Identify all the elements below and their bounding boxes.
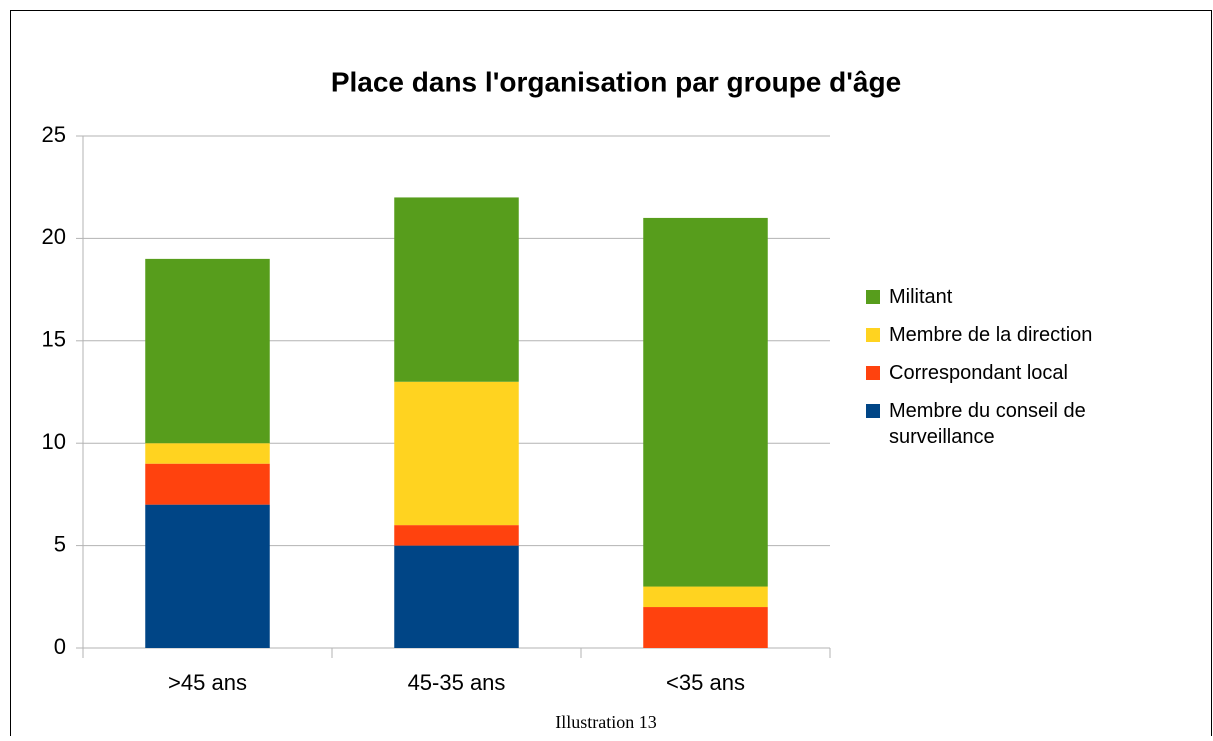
bar-segment [145, 504, 270, 648]
bar-segment [394, 197, 519, 382]
bar-segment [394, 381, 519, 526]
y-tick-label: 25 [42, 122, 66, 147]
y-tick-label: 20 [42, 224, 66, 249]
bar-segment [145, 463, 270, 505]
x-tick-label: >45 ans [168, 670, 247, 695]
legend-swatch [866, 404, 880, 418]
bar-segment [643, 607, 768, 648]
y-tick-label: 5 [54, 531, 66, 556]
bar-segment [394, 525, 519, 546]
x-tick-label: 45-35 ans [408, 670, 506, 695]
legend: Militant Membre de la direction Correspond… [866, 284, 1166, 462]
caption: Illustration 13 [555, 712, 657, 732]
y-tick-label: 10 [42, 429, 66, 454]
legend-item: Militant [866, 284, 1166, 310]
legend-label: Militant [889, 286, 953, 308]
bar-segment [145, 443, 270, 464]
bar-segment [643, 586, 768, 608]
legend-swatch [866, 290, 880, 304]
frame [10, 10, 1212, 741]
legend-item: Membre de la direction [866, 322, 1166, 348]
legend-item: Correspondant local [866, 360, 1166, 386]
legend-swatch [866, 328, 880, 342]
chart-title: Place dans l'organisation par groupe d'â… [331, 66, 901, 97]
x-tick-label: <35 ans [666, 670, 745, 695]
y-tick-label: 15 [42, 327, 66, 352]
bar-segment [394, 545, 519, 648]
legend-item: Membre du conseil de surveillance [866, 398, 1166, 450]
legend-label: Correspondant local [889, 362, 1068, 384]
legend-label: Membre du conseil de surveillance [889, 400, 1086, 448]
bar-segment [145, 258, 270, 444]
bar-segment [643, 217, 768, 587]
legend-swatch [866, 366, 880, 380]
y-tick-label: 0 [54, 634, 66, 659]
legend-label: Membre de la direction [889, 324, 1093, 346]
